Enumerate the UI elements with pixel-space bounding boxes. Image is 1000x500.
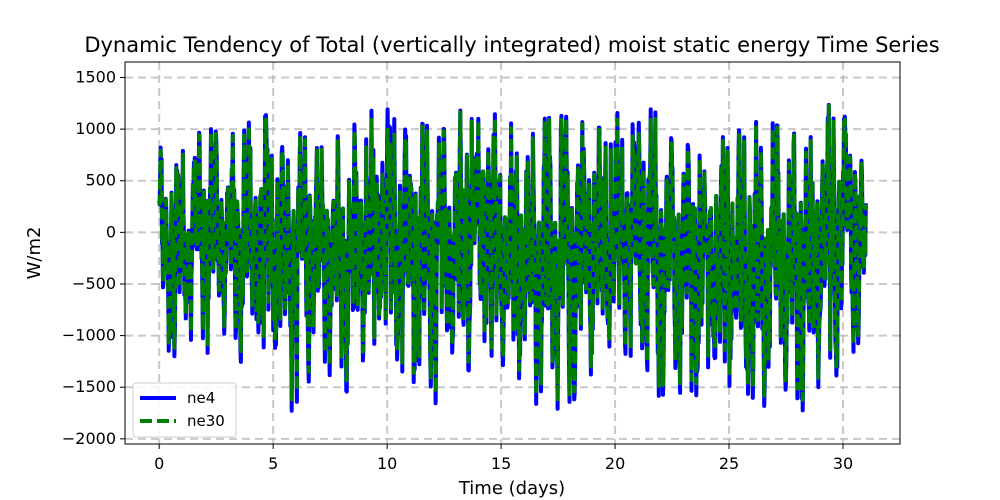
x-tick-label: 5 xyxy=(268,454,278,473)
y-axis-label: W/m2 xyxy=(24,227,45,280)
series-layer xyxy=(157,102,868,413)
y-axis: −2000 −1500 −1000 −500 0 500 1000 1500 xyxy=(62,67,125,448)
legend: ne4 ne30 xyxy=(132,382,237,438)
x-tick-label: 10 xyxy=(377,454,397,473)
y-tick-label: 500 xyxy=(85,171,116,190)
series-line-ne30 xyxy=(157,103,868,404)
legend-label-ne30: ne30 xyxy=(187,412,225,430)
chart-title: Dynamic Tendency of Total (vertically in… xyxy=(84,33,939,57)
y-tick-label: 1500 xyxy=(75,67,116,86)
x-tick-label: 15 xyxy=(491,454,511,473)
x-axis-label: Time (days) xyxy=(458,478,565,499)
y-tick-label: 0 xyxy=(106,222,116,241)
legend-label-ne4: ne4 xyxy=(187,389,215,407)
x-axis: 0 5 10 15 20 25 30 xyxy=(154,444,853,473)
x-tick-label: 20 xyxy=(605,454,625,473)
x-tick-label: 25 xyxy=(719,454,739,473)
y-tick-label: −500 xyxy=(72,274,116,293)
x-tick-label: 30 xyxy=(833,454,853,473)
x-tick-label: 0 xyxy=(154,454,164,473)
y-tick-label: −2000 xyxy=(62,429,116,448)
y-tick-label: −1500 xyxy=(62,377,116,396)
plot-area xyxy=(157,102,868,413)
y-tick-label: 1000 xyxy=(75,119,116,138)
plot-frame xyxy=(124,61,901,445)
y-tick-label: −1000 xyxy=(62,326,116,345)
